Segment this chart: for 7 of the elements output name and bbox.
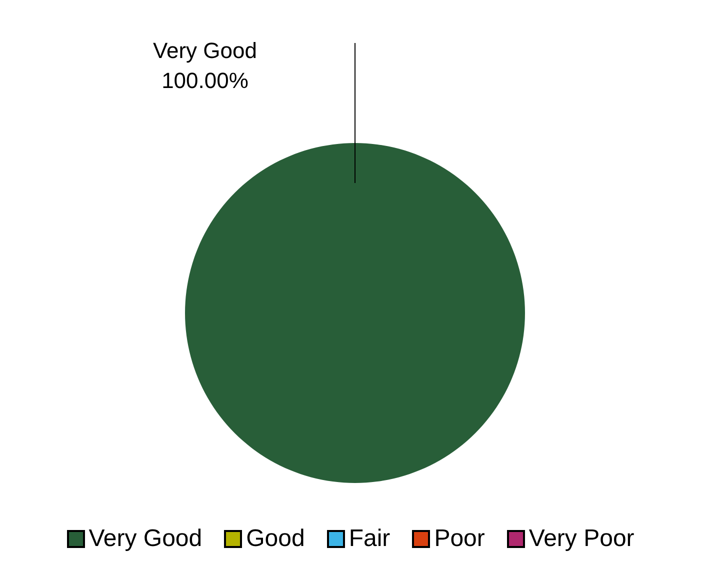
slice-label: Very Good	[153, 38, 257, 63]
legend-label: Very Poor	[528, 525, 634, 553]
legend-label: Fair	[348, 525, 390, 553]
legend-label: Poor	[433, 525, 485, 553]
legend-label: Good	[245, 525, 305, 553]
data-label: 100.00%	[162, 68, 248, 93]
legend-label: Very Good	[88, 525, 202, 553]
